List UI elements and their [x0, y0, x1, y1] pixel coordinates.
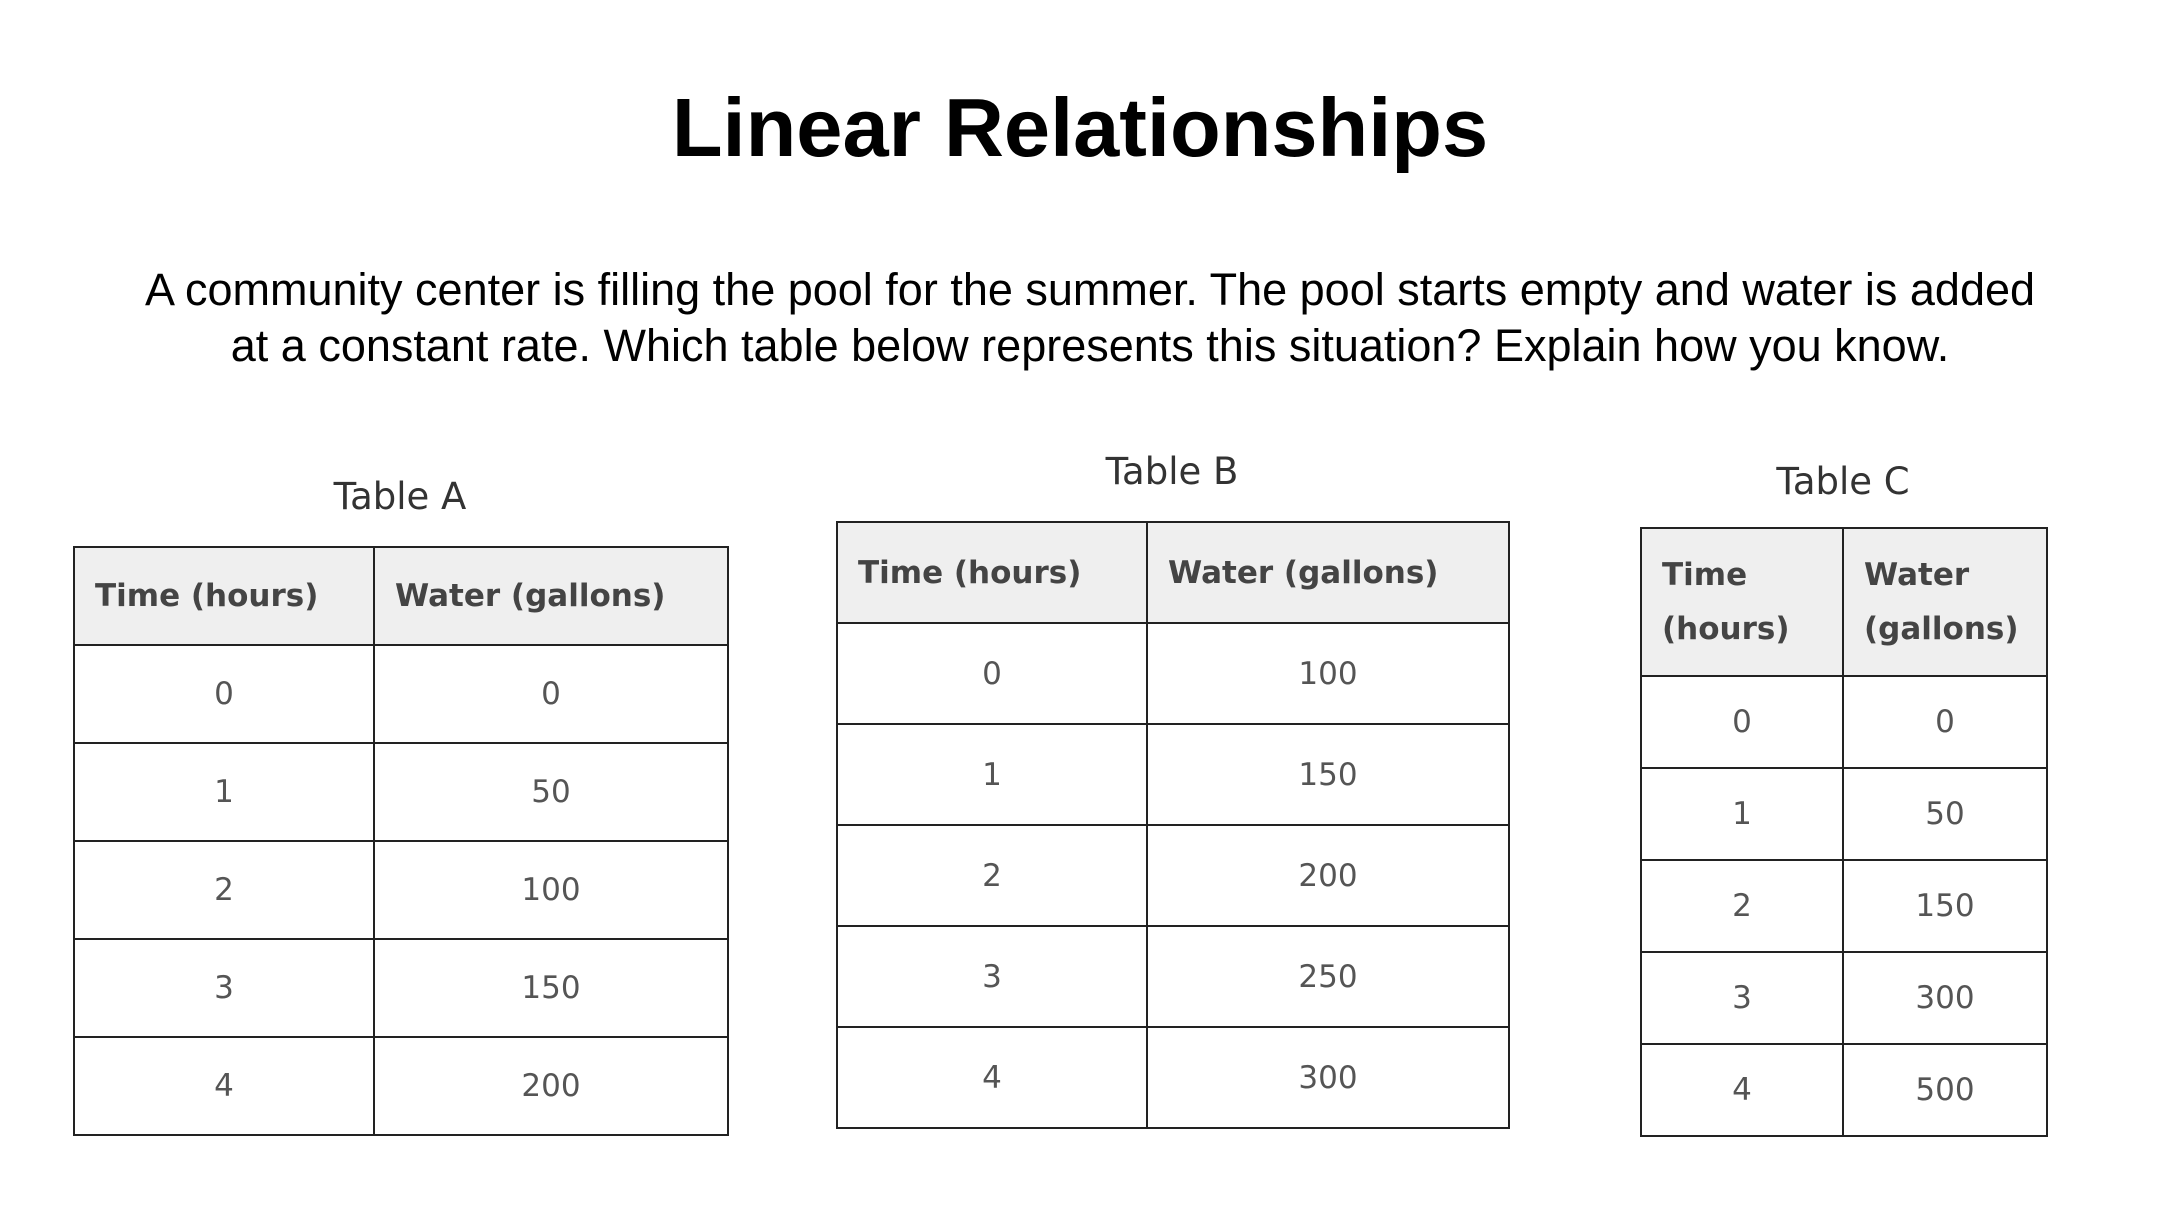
water-cell: 50 [1842, 767, 2048, 861]
time-cell: 3 [836, 925, 1148, 1028]
table-row: 1 150 [836, 723, 1510, 826]
time-cell: 2 [836, 824, 1148, 927]
time-cell: 4 [836, 1026, 1148, 1129]
prompt-line-1: A community center is filling the pool f… [144, 264, 2036, 315]
water-cell: 300 [1146, 1026, 1510, 1129]
water-cell: 150 [1146, 723, 1510, 826]
time-cell: 0 [836, 622, 1148, 725]
water-cell: 150 [373, 938, 729, 1038]
table-row: 2 150 [1640, 859, 2048, 953]
table-header-row: Time (hours) Water (gallons) [836, 521, 1510, 624]
table-b: Time (hours) Water (gallons) 0 100 1 150 2… [836, 521, 1510, 1129]
time-cell: 0 [73, 644, 375, 744]
water-cell: 100 [1146, 622, 1510, 725]
time-cell: 0 [1640, 675, 1844, 769]
time-cell: 1 [1640, 767, 1844, 861]
time-cell: 2 [1640, 859, 1844, 953]
water-cell: 200 [373, 1036, 729, 1136]
table-a-title: Table A [333, 475, 467, 518]
table-row: 2 200 [836, 824, 1510, 927]
table-header-row: Time (hours) Water (gallons) [73, 546, 729, 646]
water-cell: 250 [1146, 925, 1510, 1028]
table-c-title: Table C [1776, 460, 1910, 503]
time-cell: 3 [73, 938, 375, 1038]
table-row: 3 150 [73, 938, 729, 1038]
problem-prompt: A community center is filling the pool f… [80, 262, 2100, 374]
table-row: 2 100 [73, 840, 729, 940]
table-row: 4 200 [73, 1036, 729, 1136]
table-row: 1 50 [1640, 767, 2048, 861]
time-cell: 2 [73, 840, 375, 940]
time-cell: 3 [1640, 951, 1844, 1045]
table-row: 3 250 [836, 925, 1510, 1028]
water-cell: 100 [373, 840, 729, 940]
time-cell: 4 [73, 1036, 375, 1136]
water-cell: 0 [373, 644, 729, 744]
table-row: 3 300 [1640, 951, 2048, 1045]
prompt-line-2: at a constant rate. Which table below re… [230, 320, 1950, 371]
table-header-water: Water (gallons) [1146, 521, 1510, 624]
table-header-time: Time (hours) [1640, 527, 1844, 677]
table-header-water: Water (gallons) [1842, 527, 2048, 677]
water-cell: 150 [1842, 859, 2048, 953]
time-cell: 4 [1640, 1043, 1844, 1137]
time-cell: 1 [73, 742, 375, 842]
table-b-title: Table B [1105, 450, 1239, 493]
water-cell: 500 [1842, 1043, 2048, 1137]
water-cell: 0 [1842, 675, 2048, 769]
water-cell: 50 [373, 742, 729, 842]
slide-title: Linear Relationships [671, 81, 1489, 174]
table-row: 0 100 [836, 622, 1510, 725]
time-cell: 1 [836, 723, 1148, 826]
table-header-water: Water (gallons) [373, 546, 729, 646]
table-header-time: Time (hours) [73, 546, 375, 646]
table-row: 4 300 [836, 1026, 1510, 1129]
table-header-time: Time (hours) [836, 521, 1148, 624]
table-row: 4 500 [1640, 1043, 2048, 1137]
table-row: 1 50 [73, 742, 729, 842]
water-cell: 300 [1842, 951, 2048, 1045]
water-cell: 200 [1146, 824, 1510, 927]
table-header-row: Time (hours) Water (gallons) [1640, 527, 2048, 677]
